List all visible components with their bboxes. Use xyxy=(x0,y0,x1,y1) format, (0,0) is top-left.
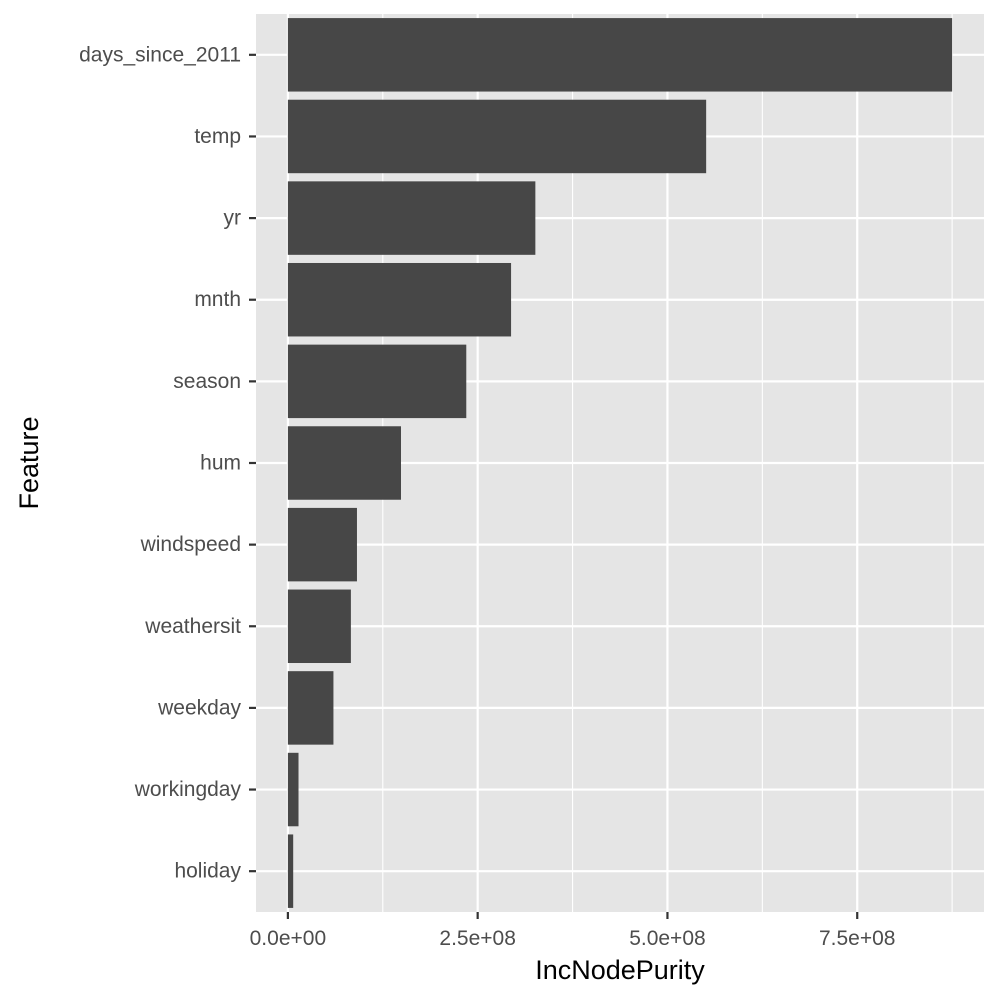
y-tick-label: holiday xyxy=(174,860,241,883)
bar-workingday xyxy=(287,752,299,827)
bar-weathersit xyxy=(287,589,351,664)
x-tick-label: 2.5e+08 xyxy=(439,927,516,950)
y-tick-label: windspeed xyxy=(140,533,241,556)
y-tick-label: mnth xyxy=(194,288,241,311)
x-tick-label: 0.0e+00 xyxy=(250,927,327,950)
x-tick-label: 5.0e+08 xyxy=(629,927,706,950)
bar-days-since-2011 xyxy=(287,18,953,92)
bar-temp xyxy=(287,99,707,174)
y-tick-label: season xyxy=(173,370,241,393)
y-axis-title: Feature xyxy=(14,416,44,509)
y-tick-label: days_since_2011 xyxy=(79,43,241,66)
x-axis-title: IncNodePurity xyxy=(535,955,705,985)
y-tick-label: weathersit xyxy=(144,615,241,638)
x-tick-label: 7.5e+08 xyxy=(819,927,896,950)
bar-yr xyxy=(287,181,536,255)
y-tick-label: workingday xyxy=(134,778,242,801)
y-tick-label: hum xyxy=(200,452,241,475)
bar-windspeed xyxy=(287,507,357,582)
bars xyxy=(287,18,953,908)
bar-weekday xyxy=(287,671,334,745)
x-axis: 0.0e+00 2.5e+08 5.0e+08 7.5e+08 xyxy=(250,912,896,950)
bar-holiday xyxy=(287,834,294,908)
bar-hum xyxy=(287,426,401,500)
y-tick-label: temp xyxy=(194,125,241,148)
y-tick-label: weekday xyxy=(157,696,241,719)
bar-mnth xyxy=(287,262,512,337)
y-tick-label: yr xyxy=(224,207,242,230)
bar-season xyxy=(287,344,467,419)
